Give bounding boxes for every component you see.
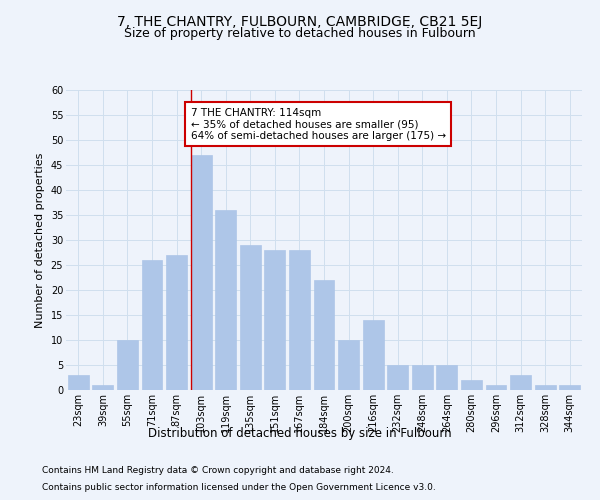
Bar	[191, 155, 212, 390]
Bar	[485, 385, 506, 390]
Bar	[436, 365, 457, 390]
Bar	[535, 385, 556, 390]
Y-axis label: Number of detached properties: Number of detached properties	[35, 152, 45, 328]
Bar	[142, 260, 163, 390]
Bar	[92, 385, 113, 390]
Bar	[289, 250, 310, 390]
Bar	[215, 210, 236, 390]
Bar	[387, 365, 408, 390]
Bar	[166, 255, 187, 390]
Text: Contains public sector information licensed under the Open Government Licence v3: Contains public sector information licen…	[42, 484, 436, 492]
Text: Size of property relative to detached houses in Fulbourn: Size of property relative to detached ho…	[124, 28, 476, 40]
Bar	[314, 280, 334, 390]
Text: 7, THE CHANTRY, FULBOURN, CAMBRIDGE, CB21 5EJ: 7, THE CHANTRY, FULBOURN, CAMBRIDGE, CB2…	[118, 15, 482, 29]
Text: Contains HM Land Registry data © Crown copyright and database right 2024.: Contains HM Land Registry data © Crown c…	[42, 466, 394, 475]
Bar	[68, 375, 89, 390]
Bar	[338, 340, 359, 390]
Bar	[412, 365, 433, 390]
Bar	[362, 320, 383, 390]
Bar	[559, 385, 580, 390]
Bar	[265, 250, 286, 390]
Bar	[510, 375, 531, 390]
Bar	[240, 245, 261, 390]
Bar	[461, 380, 482, 390]
Text: Distribution of detached houses by size in Fulbourn: Distribution of detached houses by size …	[148, 428, 452, 440]
Text: 7 THE CHANTRY: 114sqm
← 35% of detached houses are smaller (95)
64% of semi-deta: 7 THE CHANTRY: 114sqm ← 35% of detached …	[191, 108, 446, 140]
Bar	[117, 340, 138, 390]
